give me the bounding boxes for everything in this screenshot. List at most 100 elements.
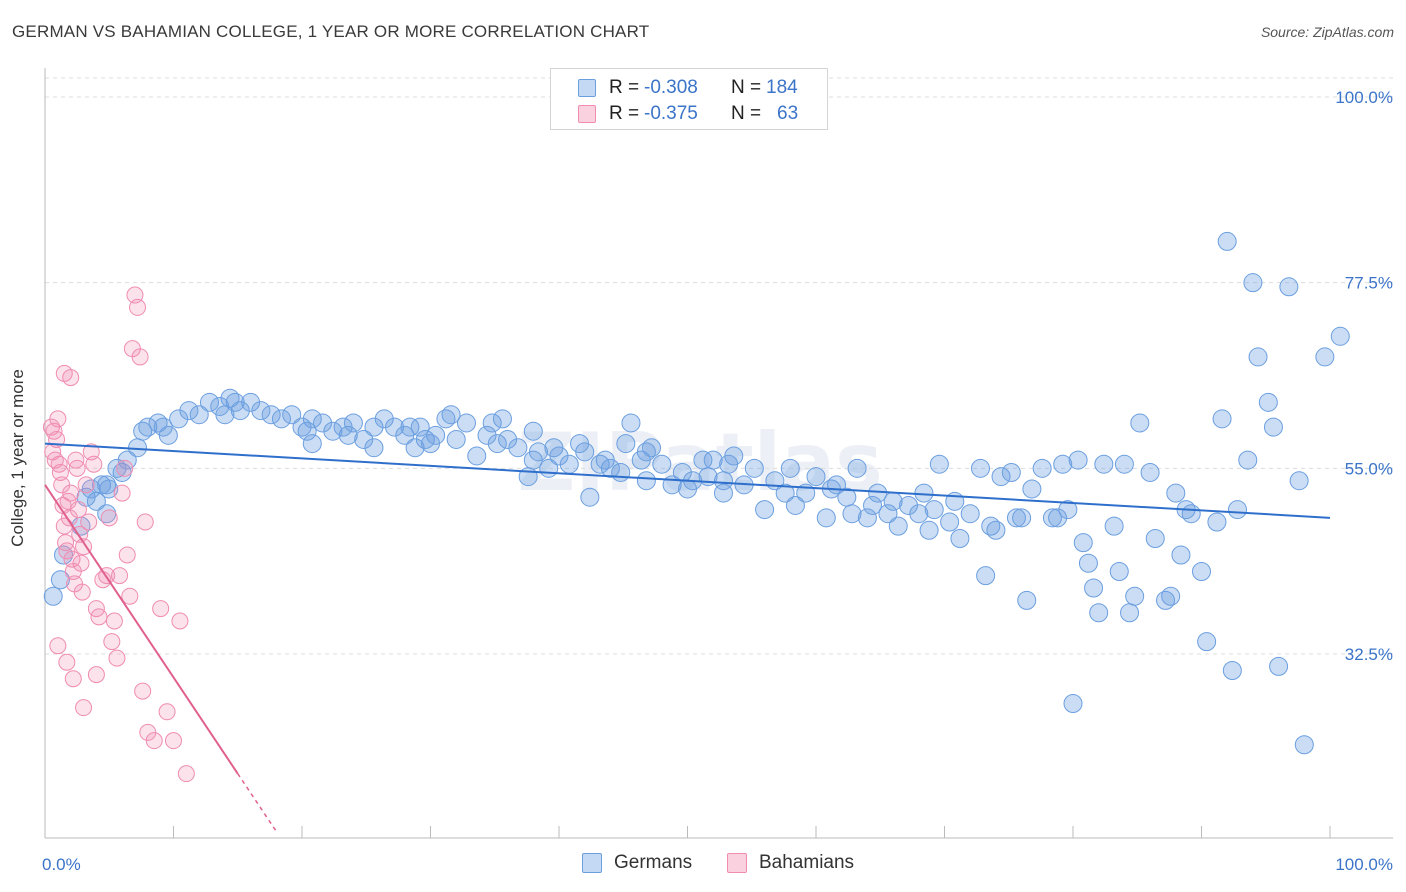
german-point[interactable] xyxy=(282,405,302,425)
german-point[interactable] xyxy=(1171,545,1191,565)
german-point[interactable] xyxy=(1094,454,1114,474)
german-point[interactable] xyxy=(297,421,317,441)
german-point[interactable] xyxy=(950,528,970,548)
german-point[interactable] xyxy=(1048,508,1068,528)
german-point[interactable] xyxy=(991,467,1011,487)
bahamian-point[interactable] xyxy=(108,649,126,667)
german-point[interactable] xyxy=(343,413,363,433)
german-point[interactable] xyxy=(477,425,497,445)
german-point[interactable] xyxy=(1289,471,1309,491)
german-point[interactable] xyxy=(1084,578,1104,598)
bahamian-point[interactable] xyxy=(75,699,93,717)
german-point[interactable] xyxy=(400,417,420,437)
german-point[interactable] xyxy=(713,483,733,503)
bahamian-point[interactable] xyxy=(80,513,98,531)
german-point[interactable] xyxy=(487,434,507,454)
german-point[interactable] xyxy=(302,409,322,429)
german-point[interactable] xyxy=(857,508,877,528)
german-point[interactable] xyxy=(1197,632,1217,652)
bahamian-point[interactable] xyxy=(116,459,134,477)
german-point[interactable] xyxy=(364,438,384,458)
german-point[interactable] xyxy=(575,442,595,462)
german-point[interactable] xyxy=(508,438,528,458)
german-point[interactable] xyxy=(847,458,867,478)
german-point[interactable] xyxy=(1058,500,1078,520)
german-point[interactable] xyxy=(1022,479,1042,499)
german-point[interactable] xyxy=(467,446,487,466)
german-point[interactable] xyxy=(338,425,358,445)
german-point[interactable] xyxy=(374,409,394,429)
german-point[interactable] xyxy=(1120,603,1140,623)
german-point[interactable] xyxy=(806,467,826,487)
german-point[interactable] xyxy=(1073,533,1093,553)
german-point[interactable] xyxy=(99,479,119,499)
german-point[interactable] xyxy=(528,442,548,462)
german-point[interactable] xyxy=(313,413,333,433)
german-point[interactable] xyxy=(1207,512,1227,532)
bahamian-point[interactable] xyxy=(68,459,86,477)
german-point[interactable] xyxy=(498,429,518,449)
german-point[interactable] xyxy=(1068,450,1088,470)
german-point[interactable] xyxy=(43,586,63,606)
german-point[interactable] xyxy=(426,425,446,445)
bahamian-point[interactable] xyxy=(121,587,139,605)
german-point[interactable] xyxy=(1192,561,1211,581)
german-point[interactable] xyxy=(323,421,343,441)
german-point[interactable] xyxy=(456,413,476,433)
german-point[interactable] xyxy=(492,409,512,429)
bahamian-point[interactable] xyxy=(100,509,118,527)
german-point[interactable] xyxy=(1145,528,1165,548)
german-point[interactable] xyxy=(929,454,949,474)
german-point[interactable] xyxy=(703,450,723,470)
german-point[interactable] xyxy=(482,413,502,433)
german-point[interactable] xyxy=(1017,590,1037,610)
bahamian-point[interactable] xyxy=(136,513,154,531)
german-point[interactable] xyxy=(1294,735,1314,755)
bahamian-point[interactable] xyxy=(64,670,82,688)
german-point[interactable] xyxy=(888,516,908,536)
german-point[interactable] xyxy=(405,438,425,458)
bahamian-point[interactable] xyxy=(62,369,80,387)
german-point[interactable] xyxy=(1248,347,1268,367)
german-point[interactable] xyxy=(302,434,322,454)
german-point[interactable] xyxy=(241,392,261,412)
german-point[interactable] xyxy=(652,454,672,474)
german-point[interactable] xyxy=(642,438,662,458)
german-point[interactable] xyxy=(755,500,775,520)
german-point[interactable] xyxy=(354,429,374,449)
bahamian-point[interactable] xyxy=(58,542,76,560)
german-point[interactable] xyxy=(1212,409,1232,429)
german-point[interactable] xyxy=(616,434,636,454)
bahamian-point[interactable] xyxy=(177,765,195,783)
german-point[interactable] xyxy=(549,446,569,466)
bahamian-point[interactable] xyxy=(118,546,136,564)
german-point[interactable] xyxy=(1109,561,1129,581)
german-point[interactable] xyxy=(1222,661,1242,681)
german-point[interactable] xyxy=(1227,500,1247,520)
german-point[interactable] xyxy=(1006,508,1026,528)
bahamian-point[interactable] xyxy=(63,550,81,568)
german-point[interactable] xyxy=(1263,417,1283,437)
german-point[interactable] xyxy=(1125,586,1145,606)
german-point[interactable] xyxy=(1166,483,1186,503)
german-point[interactable] xyxy=(744,458,764,478)
german-point[interactable] xyxy=(1130,413,1150,433)
german-point[interactable] xyxy=(785,495,805,515)
bahamian-point[interactable] xyxy=(72,554,90,572)
bahamian-point[interactable] xyxy=(58,653,76,671)
german-point[interactable] xyxy=(1140,462,1160,482)
german-point[interactable] xyxy=(523,421,543,441)
bahamian-point[interactable] xyxy=(129,298,147,316)
german-point[interactable] xyxy=(169,409,189,429)
german-point[interactable] xyxy=(1269,656,1289,676)
bahamian-point[interactable] xyxy=(131,348,149,366)
german-point[interactable] xyxy=(1032,458,1052,478)
german-point[interactable] xyxy=(878,504,898,524)
bahamian-point[interactable] xyxy=(165,732,182,750)
bahamian-point[interactable] xyxy=(87,666,105,684)
german-point[interactable] xyxy=(919,520,939,540)
german-point[interactable] xyxy=(158,425,178,445)
german-point[interactable] xyxy=(600,458,620,478)
bahamian-point[interactable] xyxy=(111,567,129,585)
german-point[interactable] xyxy=(863,495,883,515)
